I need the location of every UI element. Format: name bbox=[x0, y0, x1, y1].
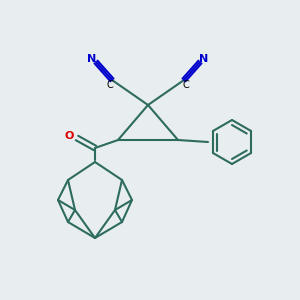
Text: C: C bbox=[183, 80, 189, 90]
Text: C: C bbox=[106, 80, 113, 90]
Text: N: N bbox=[200, 54, 208, 64]
Text: N: N bbox=[87, 54, 97, 64]
Text: O: O bbox=[64, 131, 74, 141]
